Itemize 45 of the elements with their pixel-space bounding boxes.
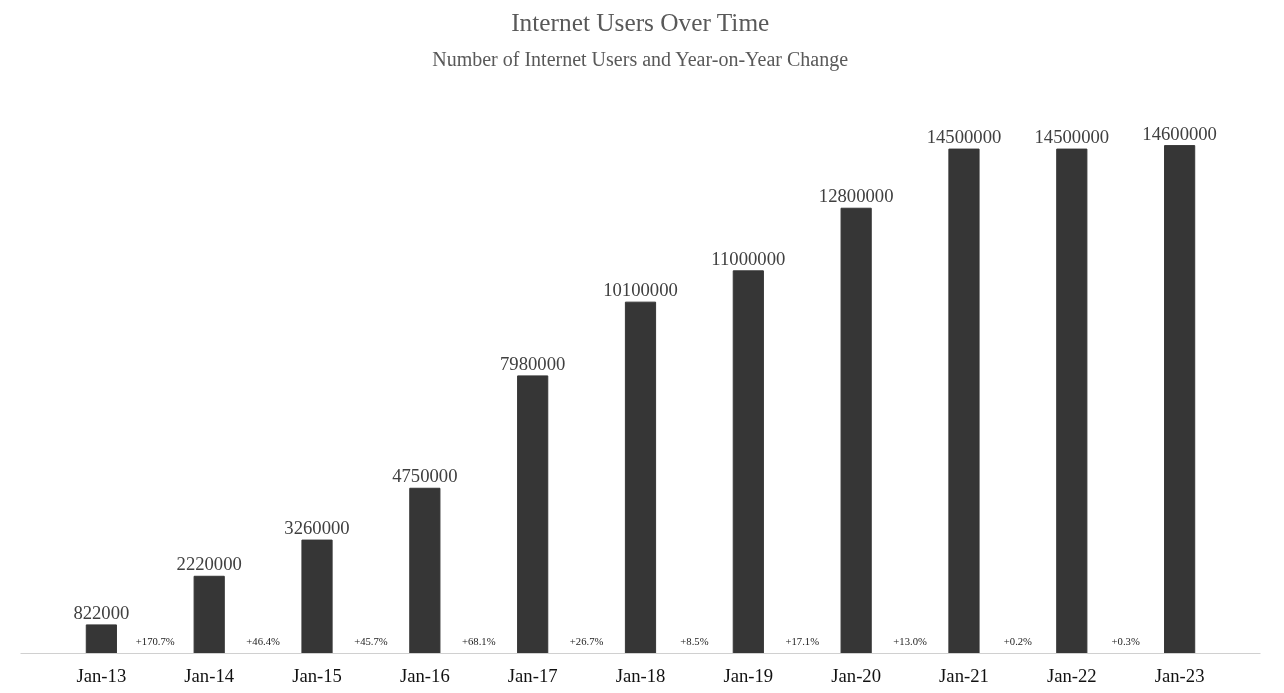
data-label: 11000000 — [711, 247, 786, 269]
data-label: 14500000 — [926, 126, 1002, 148]
annotation: +8.5% — [680, 636, 709, 648]
x-tick-label: Jan-15 — [292, 664, 342, 686]
data-label: 14500000 — [1034, 126, 1110, 148]
bar — [85, 624, 117, 654]
x-tick-label: Jan-20 — [831, 664, 882, 686]
data-label: 822000 — [73, 601, 130, 623]
x-tick-label: Jan-19 — [723, 664, 774, 686]
annotation: +46.4% — [246, 636, 280, 648]
bar — [1164, 145, 1196, 654]
annotation: +26.7% — [569, 636, 604, 648]
bar — [840, 207, 872, 654]
annotation: +170.7% — [135, 636, 175, 648]
data-label: 10100000 — [603, 279, 678, 301]
data-label: 7980000 — [500, 352, 566, 374]
x-tick-label: Jan-17 — [507, 664, 558, 686]
bar — [517, 375, 549, 654]
chart-subtitle: Number of Internet Users and Year-on-Year Change — [432, 47, 849, 71]
data-label: 4750000 — [392, 465, 458, 487]
bar — [193, 575, 225, 654]
x-tick-label: Jan-23 — [1154, 664, 1205, 686]
chart-title: Internet Users Over Time — [511, 7, 770, 36]
x-tick-label: Jan-16 — [399, 664, 450, 686]
data-label: 14600000 — [1142, 122, 1217, 144]
bar — [732, 270, 764, 654]
x-tick-label: Jan-21 — [939, 664, 989, 686]
data-label: 2220000 — [176, 553, 242, 575]
data-label: 3260000 — [284, 517, 350, 539]
x-tick-label: Jan-22 — [1046, 664, 1097, 686]
annotation: +0.2% — [1003, 636, 1033, 648]
data-label: 12800000 — [818, 185, 894, 207]
annotation: +45.7% — [354, 636, 388, 648]
annotation: +17.1% — [785, 636, 820, 648]
annotation: +13.0% — [893, 636, 927, 648]
bar — [948, 148, 980, 654]
annotation: +68.1% — [461, 636, 496, 648]
x-tick-label: Jan-13 — [76, 664, 127, 686]
x-tick-label: Jan-14 — [184, 664, 235, 686]
bar — [1056, 148, 1088, 654]
bar — [624, 301, 657, 654]
x-tick-label: Jan-18 — [615, 664, 666, 686]
annotation: +0.3% — [1111, 636, 1140, 648]
bar — [301, 539, 333, 654]
bar — [409, 487, 441, 654]
